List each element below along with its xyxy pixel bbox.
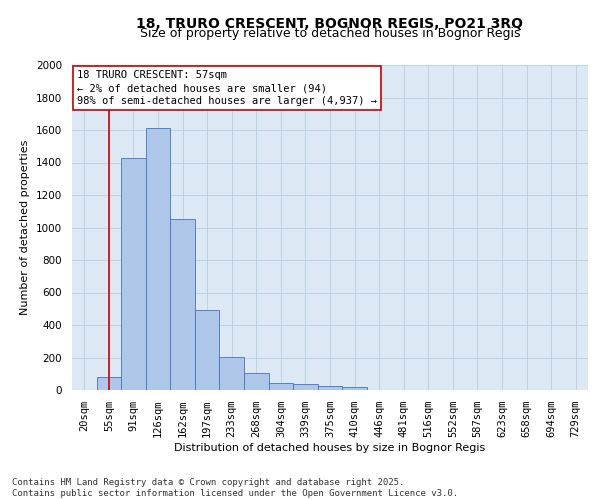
Bar bbox=[269, 382, 293, 390]
Text: 18 TRURO CRESCENT: 57sqm
← 2% of detached houses are smaller (94)
98% of semi-de: 18 TRURO CRESCENT: 57sqm ← 2% of detache… bbox=[77, 70, 377, 106]
Bar bbox=[293, 384, 318, 390]
Bar bbox=[146, 128, 170, 390]
Bar bbox=[195, 310, 220, 390]
Text: 18, TRURO CRESCENT, BOGNOR REGIS, PO21 3RQ: 18, TRURO CRESCENT, BOGNOR REGIS, PO21 3… bbox=[137, 18, 523, 32]
Bar bbox=[342, 387, 367, 390]
Text: Contains HM Land Registry data © Crown copyright and database right 2025.
Contai: Contains HM Land Registry data © Crown c… bbox=[12, 478, 458, 498]
Y-axis label: Number of detached properties: Number of detached properties bbox=[20, 140, 31, 315]
Bar bbox=[318, 386, 342, 390]
Bar bbox=[220, 356, 244, 390]
Bar bbox=[170, 220, 195, 390]
Text: Size of property relative to detached houses in Bognor Regis: Size of property relative to detached ho… bbox=[140, 28, 520, 40]
X-axis label: Distribution of detached houses by size in Bognor Regis: Distribution of detached houses by size … bbox=[175, 443, 485, 453]
Bar bbox=[121, 158, 146, 390]
Bar bbox=[244, 373, 269, 390]
Bar bbox=[97, 377, 121, 390]
